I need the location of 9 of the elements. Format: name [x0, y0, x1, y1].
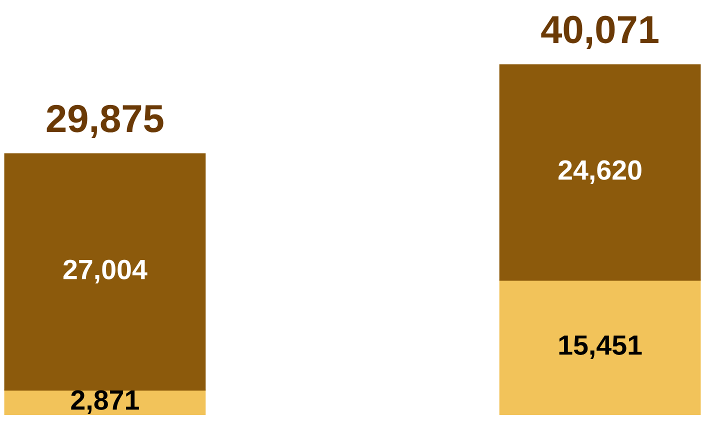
data-label: 15,451 — [559, 336, 642, 359]
bar — [499, 279, 701, 415]
data-label: 2,871 — [71, 390, 139, 414]
total-label: 29,875 — [46, 104, 164, 138]
bar — [4, 153, 206, 391]
bar — [499, 64, 701, 281]
total-label: 40,071 — [541, 16, 658, 49]
data-label: 24,620 — [558, 160, 642, 184]
data-label: 27,004 — [63, 260, 148, 284]
